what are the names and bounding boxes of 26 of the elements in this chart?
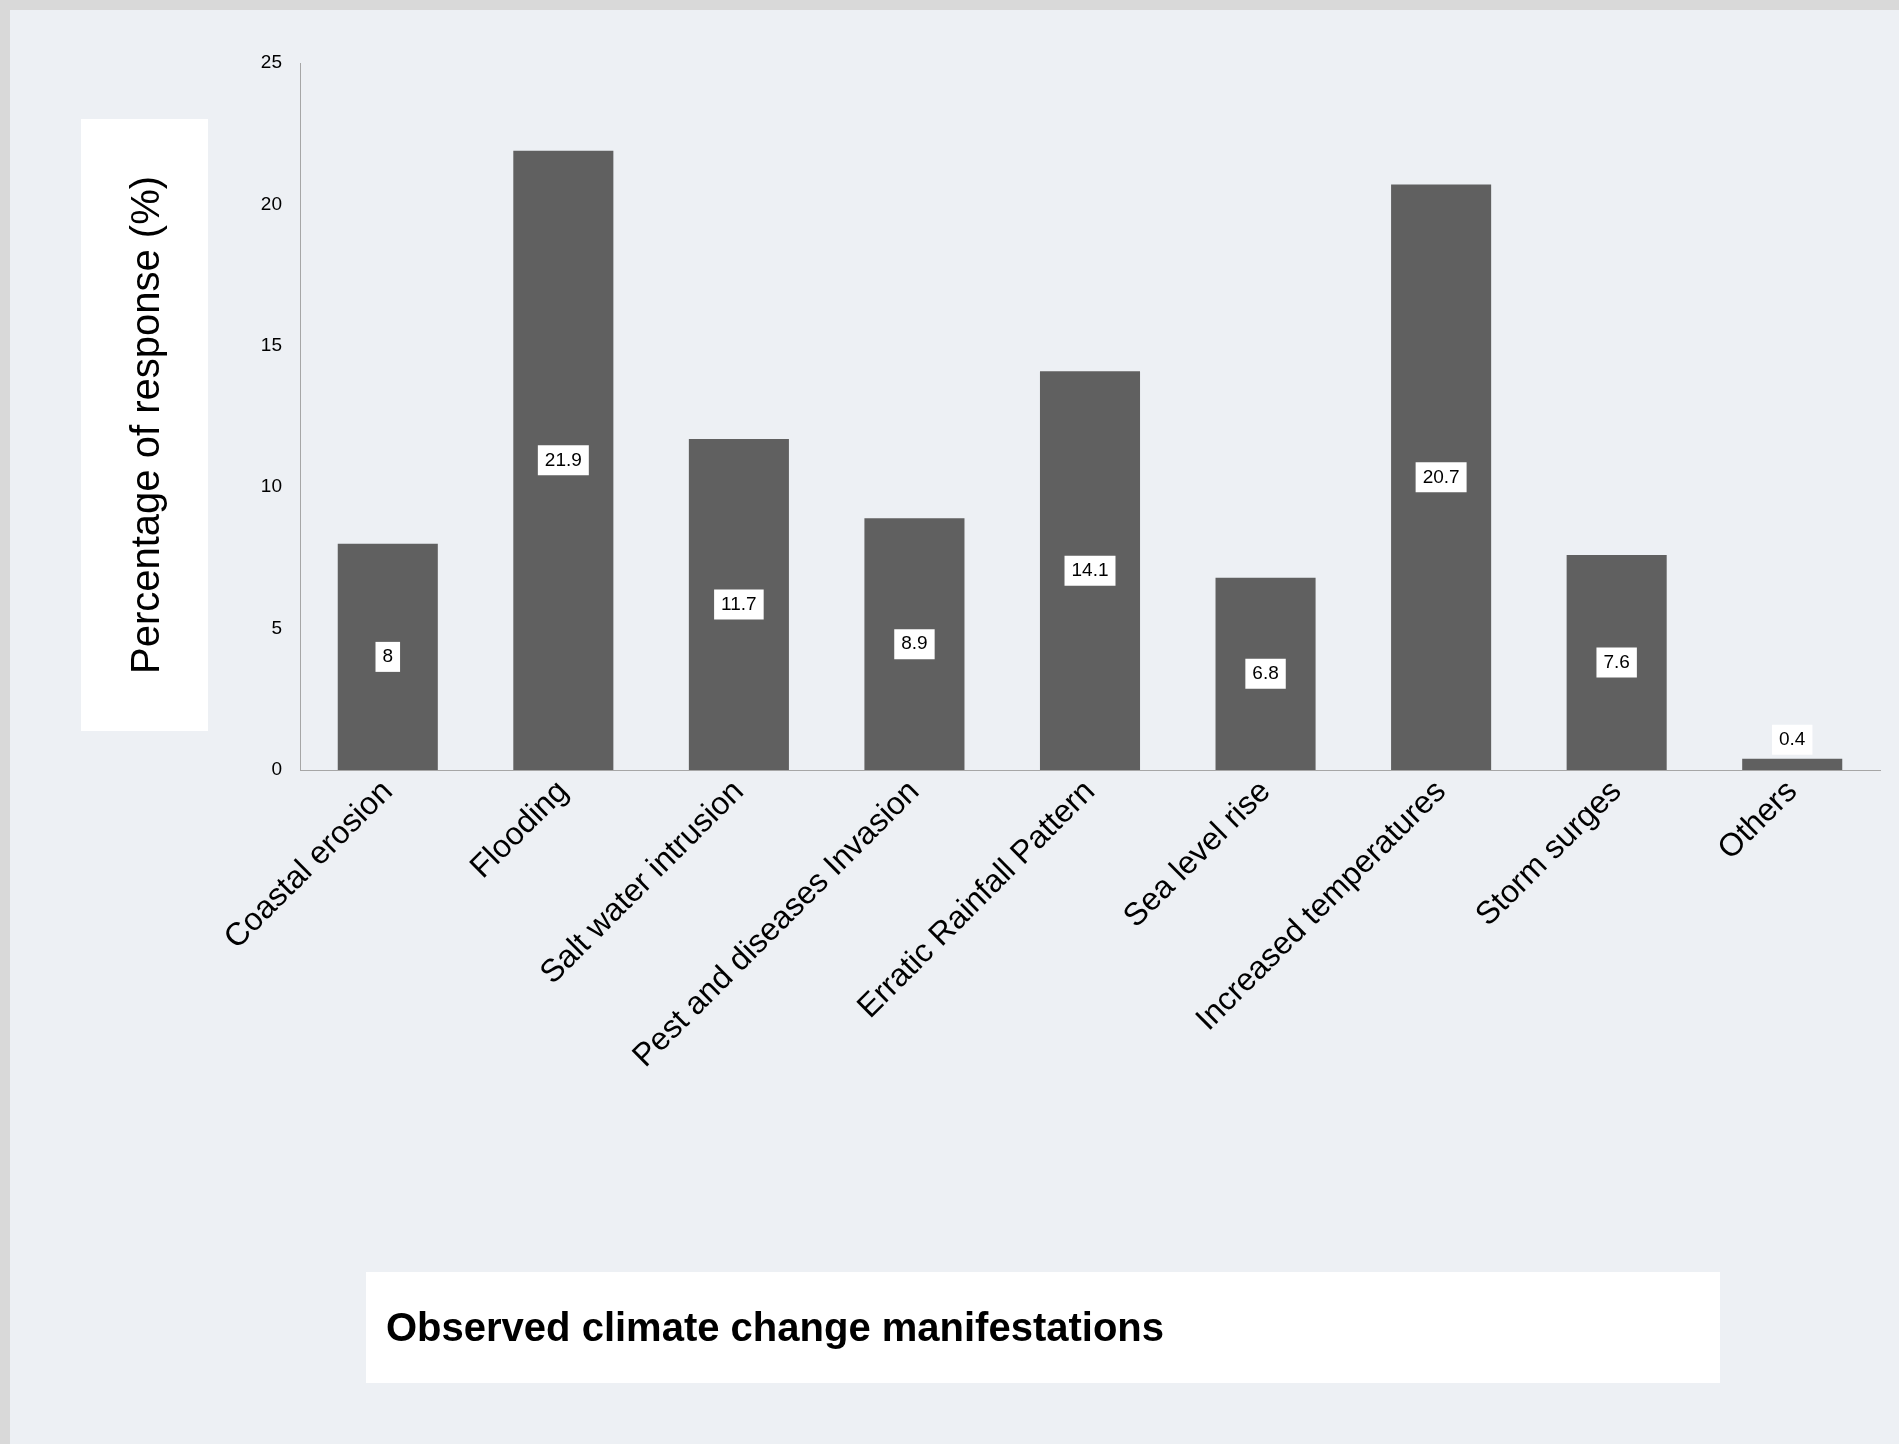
y-tick-label: 0 bbox=[271, 758, 282, 780]
data-label: 8 bbox=[382, 645, 394, 667]
data-label: 6.8 bbox=[1252, 662, 1279, 684]
bar bbox=[1566, 555, 1667, 770]
bar bbox=[1391, 184, 1492, 770]
data-label: 11.7 bbox=[721, 592, 757, 614]
bar bbox=[688, 439, 789, 770]
bar bbox=[337, 543, 438, 770]
data-label: 7.6 bbox=[1603, 650, 1630, 672]
y-tick-label: 10 bbox=[260, 475, 282, 497]
data-label: 0.4 bbox=[1779, 727, 1806, 749]
bar bbox=[1039, 371, 1141, 770]
text: Observed climate change manifestations bbox=[366, 1272, 1720, 1383]
y-tick-label: 25 bbox=[260, 51, 282, 73]
y-axis-title: Percentage of response (%) bbox=[122, 175, 167, 675]
data-label: 20.7 bbox=[1422, 465, 1460, 487]
bar bbox=[1215, 577, 1316, 770]
bar bbox=[513, 150, 614, 770]
y-tick-label: 15 bbox=[260, 334, 282, 356]
data-label: 14.1 bbox=[1071, 558, 1109, 580]
data-label: 21.9 bbox=[544, 448, 582, 470]
y-tick-label: 5 bbox=[271, 616, 282, 638]
data-label: 8.9 bbox=[901, 632, 928, 654]
bar bbox=[1742, 758, 1843, 770]
y-tick-label: 20 bbox=[260, 192, 282, 214]
bar bbox=[864, 518, 965, 770]
